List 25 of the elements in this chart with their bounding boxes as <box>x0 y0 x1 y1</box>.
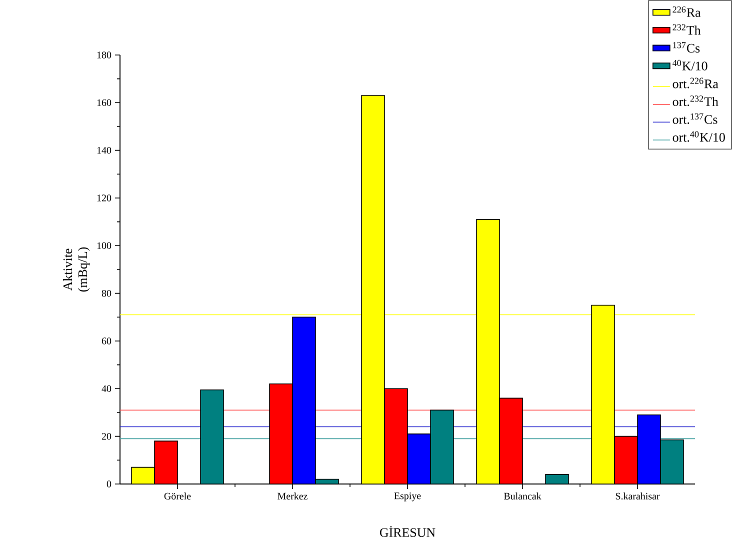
y-tick-label: 0 <box>106 480 112 488</box>
y-tick-label: 180 <box>97 52 112 58</box>
legend-label: ort.$^{40}$K/10 <box>672 131 725 142</box>
y-tick-label: 100 <box>97 242 112 250</box>
x-tick-label: Bulancak <box>504 492 542 500</box>
y-tick-label: 20 <box>102 432 112 440</box>
y-tick-label: 160 <box>97 99 112 106</box>
legend-label: $^{226}$Ra <box>672 6 701 17</box>
y-tick-label: 120 <box>97 194 112 202</box>
y-axis-title: Aktivite (mBq/L) <box>63 247 90 292</box>
legend-label: $^{232}$Th <box>672 24 701 35</box>
y-tick-label: 60 <box>102 338 112 344</box>
x-tick-label: Merkez <box>278 492 308 500</box>
legend-label: ort.$^{226}$Ra <box>672 78 718 88</box>
legend-label: $^{137}$Cs <box>673 42 700 53</box>
x-tick-label: Görele <box>164 492 191 500</box>
x-tick-label: Espiye <box>394 492 421 502</box>
legend-label: $^{40}$K/10 <box>672 60 708 70</box>
x-tick-label: S.karahisar <box>616 492 660 500</box>
y-tick-label: 140 <box>97 146 112 154</box>
legend-label: ort.$^{137}$Cs <box>672 113 718 124</box>
y-tick-label: 40 <box>102 385 112 392</box>
legend-label: ort.$^{232}$Th <box>672 96 718 106</box>
x-axis-title: GİRESUN <box>380 526 436 537</box>
y-tick-label: 80 <box>102 290 112 297</box>
